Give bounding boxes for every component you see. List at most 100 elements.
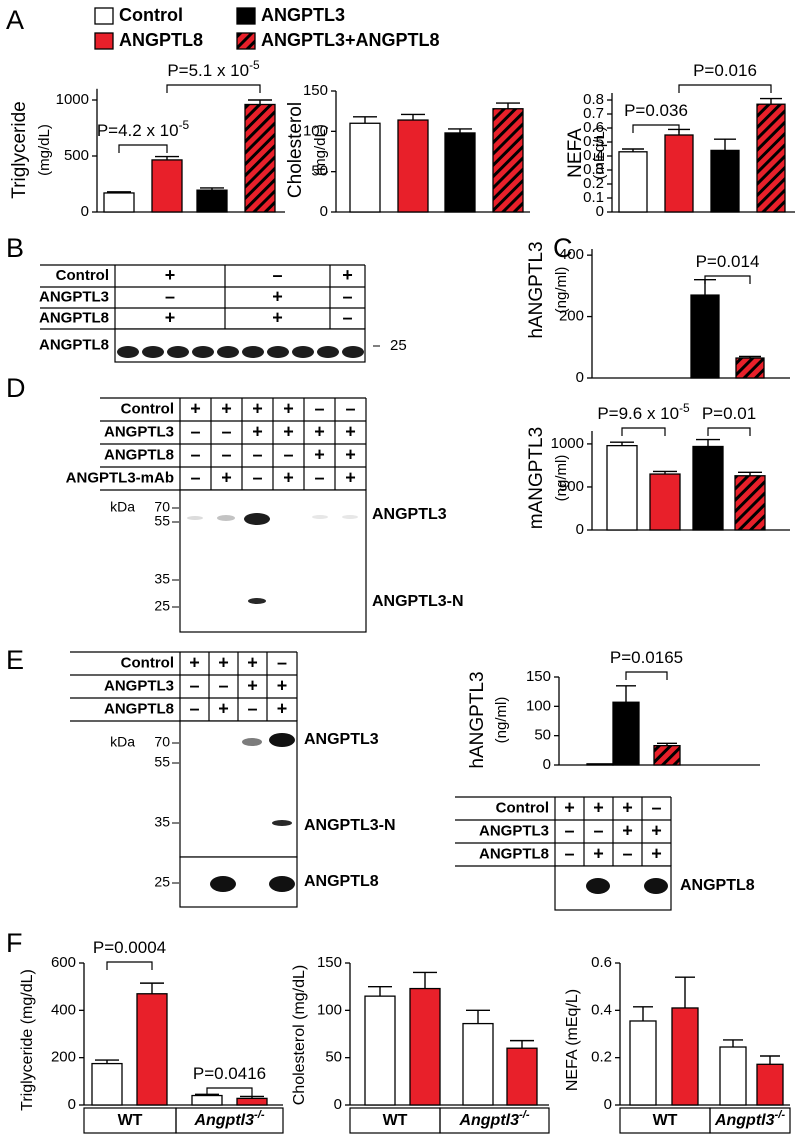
mw-marker: 25: [390, 337, 407, 354]
blot-band: [269, 876, 295, 892]
group-label-main: WT: [653, 1112, 678, 1129]
cell-sign: +: [218, 698, 229, 718]
y-tick-label: 0.3: [583, 161, 604, 178]
y-tick-label: 500: [559, 478, 584, 495]
p-bracket: [704, 275, 751, 284]
group-label: WT: [118, 1112, 143, 1129]
y-tick-label: 50: [311, 163, 328, 180]
bar: [151, 159, 183, 213]
band-label: ANGPTL3: [304, 731, 379, 748]
y-tick-label: 600: [51, 954, 76, 971]
y-axis-label: Triglyceride: [9, 101, 30, 199]
blot-frame: [179, 489, 367, 633]
y-axis-unit: (mg/dL): [36, 124, 53, 176]
group-label: WT: [653, 1112, 678, 1129]
cell-sign: +: [314, 444, 325, 464]
group-label-sup: -/-: [254, 1109, 265, 1121]
y-tick-label: 400: [51, 1001, 76, 1018]
cell-sign: +: [342, 265, 353, 285]
bar: [91, 1062, 123, 1106]
mw-marker: 55: [154, 513, 170, 529]
cell-sign: +: [190, 398, 201, 418]
y-tick-label: 200: [559, 308, 584, 325]
y-tick-label: 150: [303, 82, 328, 99]
y-axis-label: Cholesterol: [285, 102, 306, 198]
y-tick-label: 50: [534, 727, 551, 744]
p-value: P=4.2 x 10-5: [97, 118, 190, 140]
blot-band: [167, 346, 189, 358]
cell-sign: –: [165, 286, 175, 306]
blot-band: [242, 738, 262, 746]
group-label-main: Angptl3: [193, 1112, 254, 1129]
y-tick-label: 100: [317, 1001, 342, 1018]
y-tick-label: 0.4: [591, 1001, 612, 1018]
p-value-main: P=0.014: [696, 252, 760, 271]
cell-sign: +: [189, 652, 200, 672]
y-tick-label: 0.4: [583, 147, 604, 164]
bar: [492, 108, 524, 213]
y-tick-label: 0: [68, 1096, 76, 1113]
blot-band: [267, 346, 289, 358]
cell-sign: –: [314, 398, 324, 418]
cell-sign: –: [218, 675, 228, 695]
y-axis-unit: (mEq/L): [591, 126, 608, 179]
p-value: P=5.1 x 10-5: [167, 58, 260, 80]
bar: [756, 1063, 784, 1106]
cell-sign: +: [272, 286, 283, 306]
p-value: P=0.01: [702, 404, 756, 423]
p-bracket: [166, 84, 261, 93]
legend-label: ANGPTL8: [119, 30, 203, 50]
cell-sign: –: [221, 421, 231, 441]
cell-sign: +: [277, 675, 288, 695]
y-tick-label: 100: [526, 697, 551, 714]
bar: [103, 192, 135, 213]
blot-band: [187, 516, 203, 520]
cell-sign: +: [622, 797, 633, 817]
group-box: [709, 1107, 791, 1134]
blot-band: [272, 820, 292, 826]
y-tick-label: 0.2: [583, 175, 604, 192]
bar: [629, 1020, 657, 1106]
p-bracket: [632, 124, 680, 133]
blot-band: [312, 515, 328, 519]
bar: [612, 701, 640, 766]
blot-band: [244, 513, 270, 525]
group-box: [175, 1107, 284, 1134]
y-axis-label: hANGPTL3: [526, 241, 547, 338]
cell-sign: –: [221, 444, 231, 464]
bar: [236, 1097, 268, 1106]
cell-sign: –: [190, 444, 200, 464]
legend-swatch: [236, 32, 256, 50]
bar: [462, 1022, 494, 1106]
legend-label: ANGPTL3: [261, 5, 345, 25]
cell-sign: –: [189, 698, 199, 718]
cell-sign: +: [221, 398, 232, 418]
bar: [719, 1046, 747, 1106]
legend-swatch: [236, 7, 256, 25]
cell-sign: +: [247, 652, 258, 672]
cell-sign: +: [622, 820, 633, 840]
row-label: ANGPTL8: [39, 309, 109, 326]
blot-band: [217, 346, 239, 358]
row-label: ANGPTL3: [39, 288, 109, 305]
p-value: P=0.0004: [93, 938, 166, 957]
cell-sign: +: [345, 444, 356, 464]
group-label: Angptl3-/-: [458, 1109, 529, 1129]
cell-sign: –: [564, 820, 574, 840]
row-label: ANGPTL8: [104, 700, 174, 717]
group-label-main: WT: [383, 1112, 408, 1129]
y-tick-label: 1000: [56, 91, 89, 108]
p-value-main: P=5.1 x 10: [167, 61, 249, 80]
y-tick-label: 150: [317, 954, 342, 971]
p-value-main: P=0.01: [702, 404, 756, 423]
row-label: ANGPTL8: [104, 446, 174, 463]
cell-sign: +: [283, 398, 294, 418]
cell-sign: +: [593, 797, 604, 817]
y-axis-unit: (mg/dL): [312, 124, 329, 176]
y-tick-label: 0: [334, 1096, 342, 1113]
bar: [653, 744, 681, 766]
bar: [710, 149, 740, 213]
p-bracket: [678, 84, 772, 93]
cell-sign: +: [247, 675, 258, 695]
cell-sign: –: [622, 843, 632, 863]
